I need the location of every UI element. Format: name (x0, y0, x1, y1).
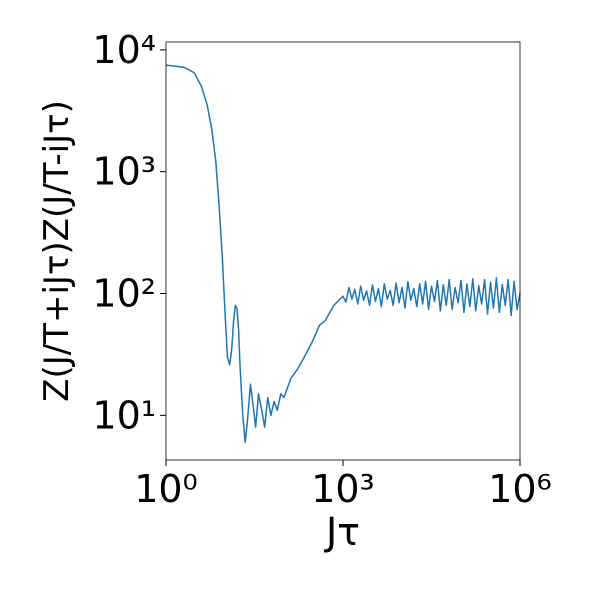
y-tick-label: 10² (92, 272, 156, 316)
x-tick-label: 10³ (311, 467, 375, 511)
plot-frame (165, 41, 521, 461)
x-tick-label: 10⁰ (134, 467, 198, 511)
data-line (165, 64, 521, 444)
y-tick-label: 10³ (92, 150, 156, 194)
y-tick-label: 10¹ (92, 393, 156, 437)
x-axis-label: Jτ (324, 510, 360, 554)
x-tick-label: 10⁶ (488, 467, 552, 511)
y-tick-label: 10⁴ (92, 28, 156, 72)
y-axis-label: Z(J/T+iJτ)Z(J/T-iJτ) (37, 100, 77, 402)
